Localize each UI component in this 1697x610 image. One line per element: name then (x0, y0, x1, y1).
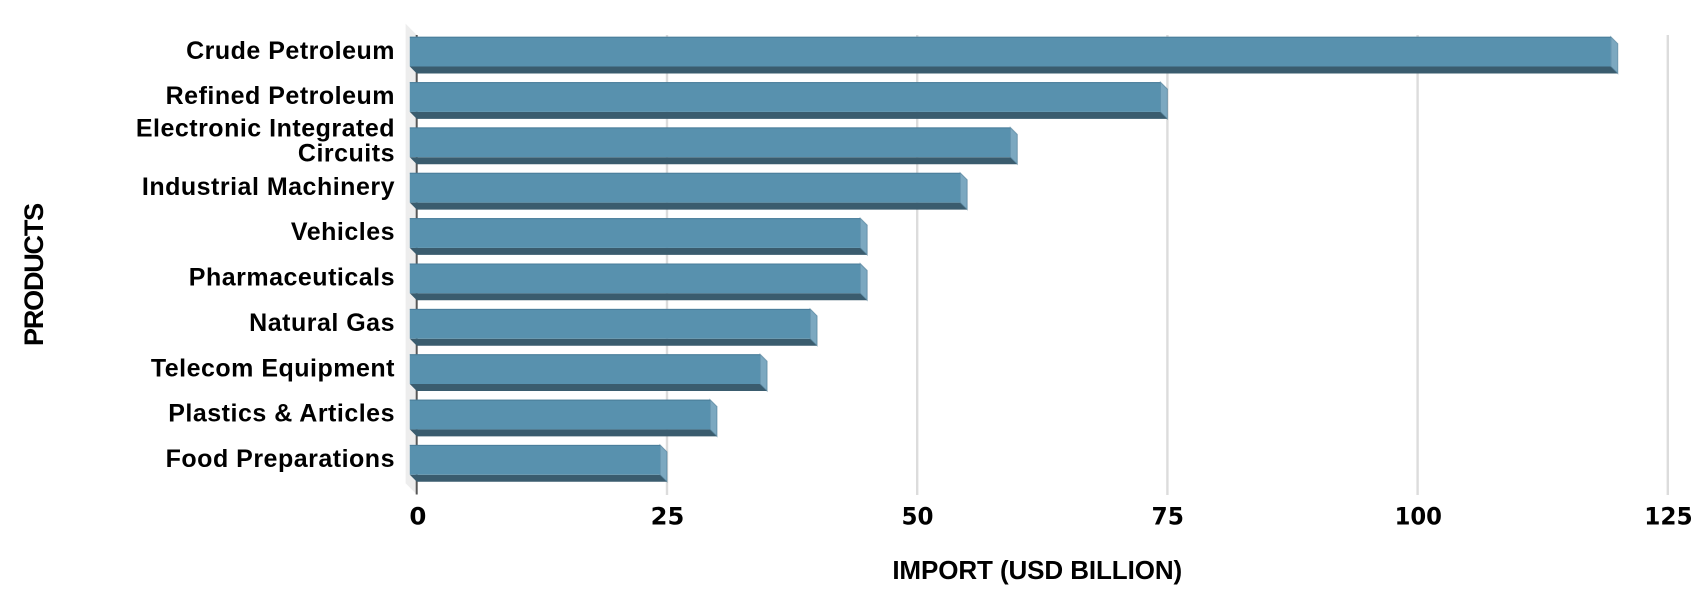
svg-text:PRODUCTS: PRODUCTS (19, 204, 49, 346)
svg-text:Plastics & Articles: Plastics & Articles (168, 400, 395, 428)
svg-text:50: 50 (902, 502, 934, 530)
svg-text:Pharmaceuticals: Pharmaceuticals (189, 264, 395, 292)
svg-text:25: 25 (651, 502, 685, 530)
svg-text:Vehicles: Vehicles (291, 218, 395, 246)
svg-text:Refined Petroleum: Refined Petroleum (166, 82, 395, 110)
svg-text:Industrial Machinery: Industrial Machinery (142, 173, 395, 201)
svg-text:100: 100 (1395, 502, 1442, 530)
svg-text:Circuits: Circuits (298, 139, 395, 167)
svg-text:Electronic Integrated: Electronic Integrated (136, 115, 395, 143)
svg-text:Natural Gas: Natural Gas (249, 309, 395, 337)
svg-text:75: 75 (1152, 502, 1184, 530)
svg-text:Crude Petroleum: Crude Petroleum (186, 37, 395, 65)
svg-text:Food Preparations: Food Preparations (166, 445, 395, 473)
svg-text:0: 0 (409, 502, 426, 530)
svg-text:IMPORT (USD BILLION): IMPORT (USD BILLION) (892, 555, 1182, 585)
svg-text:125: 125 (1644, 502, 1692, 530)
svg-text:Telecom Equipment: Telecom Equipment (151, 354, 395, 382)
